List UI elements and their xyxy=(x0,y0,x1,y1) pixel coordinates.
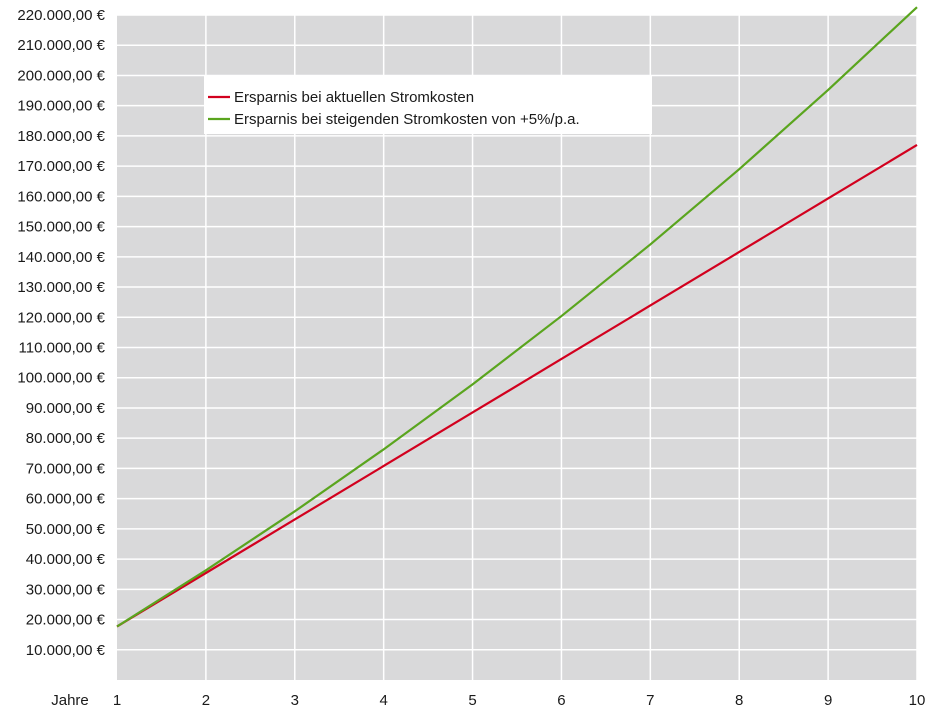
x-tick-label: 5 xyxy=(468,692,476,709)
y-tick-label: 110.000,00 € xyxy=(19,340,106,357)
y-tick-label: 30.000,00 € xyxy=(26,581,106,598)
series-lines xyxy=(116,6,918,628)
y-tick-label: 150.000,00 € xyxy=(17,219,105,236)
y-tick-label: 80.000,00 € xyxy=(26,430,106,447)
y-tick-label: 160.000,00 € xyxy=(17,188,105,205)
y-tick-label: 120.000,00 € xyxy=(17,309,105,326)
y-tick-label: 140.000,00 € xyxy=(17,249,105,266)
legend-box xyxy=(204,76,652,134)
x-tick-label: 2 xyxy=(202,692,210,709)
series-line-2 xyxy=(116,6,918,628)
y-tick-label: 20.000,00 € xyxy=(26,612,106,629)
y-tick-label: 190.000,00 € xyxy=(17,98,105,115)
y-tick-label: 170.000,00 € xyxy=(17,158,105,175)
y-tick-label: 40.000,00 € xyxy=(26,551,106,568)
x-tick-label: 7 xyxy=(646,692,654,709)
legend-label-1: Ersparnis bei aktuellen Stromkosten xyxy=(234,89,474,106)
y-tick-label: 220.000,00 € xyxy=(17,7,105,24)
legend-label-2: Ersparnis bei steigenden Stromkosten von… xyxy=(234,111,580,128)
y-tick-label: 100.000,00 € xyxy=(17,370,105,387)
y-tick-label: 60.000,00 € xyxy=(26,491,106,508)
x-tick-label: 3 xyxy=(291,692,299,709)
x-tick-label: 10 xyxy=(909,692,926,709)
x-tick-label: 9 xyxy=(824,692,832,709)
series-line-1 xyxy=(116,144,918,628)
y-tick-label: 10.000,00 € xyxy=(26,642,106,659)
y-tick-label: 180.000,00 € xyxy=(17,128,105,145)
y-axis-tick-labels: 10.000,00 € 20.000,00 € 30.000,00 € 40.000,… xyxy=(17,7,105,659)
x-tick-label: 4 xyxy=(379,692,387,709)
grid-lines xyxy=(117,14,918,680)
x-tick-label: 6 xyxy=(557,692,565,709)
legend: Ersparnis bei aktuellen Stromkosten Erspa… xyxy=(204,76,652,134)
x-axis-tick-labels: 1 2 3 4 5 6 7 8 9 10 xyxy=(113,692,926,709)
y-tick-label: 70.000,00 € xyxy=(26,460,106,477)
y-tick-label: 130.000,00 € xyxy=(17,279,105,296)
y-tick-label: 90.000,00 € xyxy=(26,400,106,417)
y-tick-label: 200.000,00 € xyxy=(17,67,105,84)
x-tick-label: 8 xyxy=(735,692,743,709)
y-tick-label: 50.000,00 € xyxy=(26,521,106,538)
x-tick-label: 1 xyxy=(113,692,121,709)
y-tick-label: 210.000,00 € xyxy=(17,37,105,54)
x-axis-label: Jahre xyxy=(51,692,89,709)
